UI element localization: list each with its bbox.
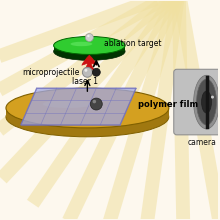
Circle shape: [90, 98, 102, 110]
Circle shape: [82, 67, 92, 77]
Text: microprojectile: microprojectile: [22, 68, 79, 77]
Circle shape: [85, 33, 93, 42]
Polygon shape: [54, 46, 125, 51]
Circle shape: [84, 69, 87, 72]
Ellipse shape: [6, 97, 169, 137]
Text: camera: camera: [188, 138, 217, 147]
Ellipse shape: [202, 91, 211, 113]
Polygon shape: [21, 88, 136, 125]
Text: polymer film: polymer film: [138, 99, 198, 108]
Ellipse shape: [6, 88, 169, 128]
Circle shape: [93, 100, 96, 103]
Ellipse shape: [54, 37, 125, 54]
Polygon shape: [6, 108, 169, 117]
Text: laser 1: laser 1: [72, 77, 98, 86]
FancyBboxPatch shape: [174, 69, 220, 135]
Ellipse shape: [54, 42, 125, 60]
Circle shape: [211, 96, 214, 99]
Text: ablation target: ablation target: [104, 39, 162, 48]
Ellipse shape: [43, 100, 92, 108]
Ellipse shape: [194, 75, 219, 129]
Ellipse shape: [70, 42, 92, 46]
Ellipse shape: [197, 79, 216, 125]
Circle shape: [87, 35, 90, 37]
Circle shape: [92, 68, 100, 76]
